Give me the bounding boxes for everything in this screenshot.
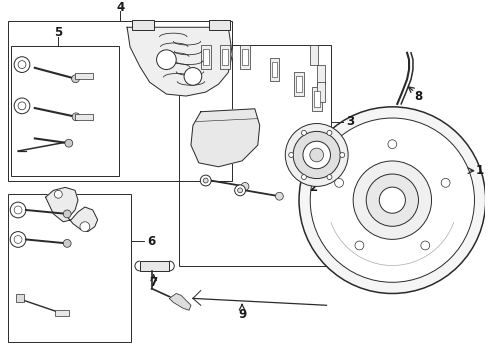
Bar [220, 45, 230, 68]
Circle shape [14, 235, 22, 243]
Circle shape [203, 178, 208, 183]
Polygon shape [45, 188, 98, 231]
Circle shape [309, 118, 473, 282]
Circle shape [234, 185, 245, 196]
Bar [295, 76, 302, 92]
Text: 7: 7 [149, 276, 157, 289]
Circle shape [288, 153, 293, 157]
Circle shape [200, 175, 211, 186]
Circle shape [387, 140, 396, 149]
Circle shape [292, 131, 340, 179]
Circle shape [275, 192, 283, 200]
Circle shape [301, 130, 306, 135]
Circle shape [14, 206, 22, 214]
Bar [179, 45, 331, 266]
Bar [8, 194, 131, 342]
Bar [75, 73, 93, 79]
Text: 8: 8 [414, 90, 422, 103]
Circle shape [18, 61, 26, 68]
Circle shape [10, 202, 26, 218]
Circle shape [352, 161, 430, 239]
Circle shape [285, 123, 347, 186]
Circle shape [309, 148, 323, 162]
Bar [271, 62, 277, 77]
Circle shape [354, 241, 363, 250]
Circle shape [326, 175, 331, 180]
Bar [140, 261, 169, 271]
Circle shape [379, 187, 405, 213]
Circle shape [326, 130, 331, 135]
Text: 2: 2 [308, 181, 316, 194]
Circle shape [334, 179, 343, 187]
Circle shape [80, 222, 90, 231]
Text: 5: 5 [54, 26, 62, 39]
Bar [75, 114, 93, 120]
Bar [242, 49, 247, 64]
Bar [222, 49, 228, 64]
Bar [269, 58, 279, 81]
Bar [309, 45, 317, 64]
Circle shape [72, 113, 80, 121]
Polygon shape [127, 27, 232, 96]
Bar [240, 45, 249, 68]
Bar [313, 91, 319, 107]
Bar [11, 46, 119, 176]
Circle shape [183, 68, 202, 85]
Circle shape [303, 141, 330, 169]
Bar [55, 310, 69, 316]
Bar [201, 45, 210, 68]
Bar [16, 294, 24, 302]
Text: 9: 9 [238, 307, 245, 321]
Circle shape [237, 188, 242, 193]
Circle shape [65, 139, 73, 147]
Circle shape [14, 57, 30, 72]
Bar [208, 21, 230, 30]
Text: 4: 4 [116, 1, 124, 14]
Bar [8, 21, 232, 180]
Circle shape [18, 102, 26, 110]
Text: 3: 3 [346, 115, 353, 128]
Circle shape [440, 179, 449, 187]
Polygon shape [191, 109, 259, 167]
Circle shape [54, 190, 62, 198]
Circle shape [298, 107, 485, 293]
Circle shape [339, 153, 344, 157]
Circle shape [63, 239, 71, 247]
Bar [316, 82, 324, 102]
Circle shape [14, 98, 30, 114]
Circle shape [241, 183, 248, 190]
Circle shape [63, 210, 71, 218]
Bar [203, 49, 208, 64]
Circle shape [71, 75, 80, 83]
Circle shape [420, 241, 429, 250]
Circle shape [301, 175, 306, 180]
Text: 1: 1 [475, 164, 483, 177]
Text: 6: 6 [147, 235, 156, 248]
Circle shape [10, 231, 26, 247]
Bar [316, 64, 324, 84]
Circle shape [156, 50, 176, 69]
Bar [311, 87, 321, 111]
Polygon shape [169, 293, 191, 310]
Bar [293, 72, 304, 96]
Bar [132, 21, 153, 30]
Circle shape [366, 174, 418, 226]
